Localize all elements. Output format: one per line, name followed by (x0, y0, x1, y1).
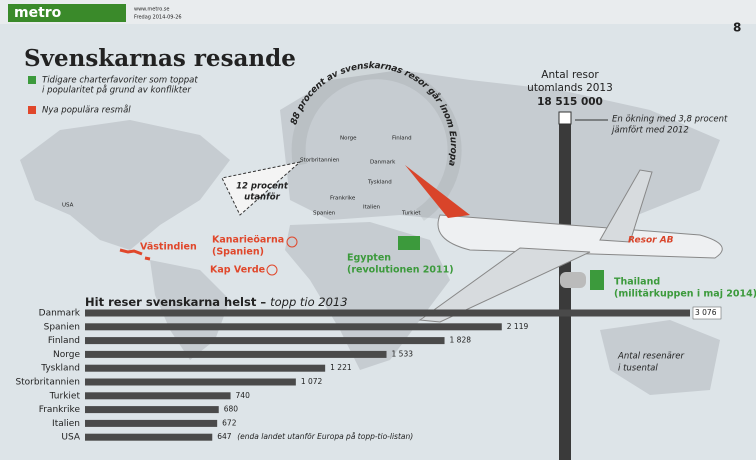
legend-swatch (28, 106, 36, 114)
country-label: Danmark (370, 160, 396, 166)
destination-label: Egypten (347, 253, 391, 264)
value-label: 1 533 (392, 349, 414, 358)
logo-box (8, 4, 126, 22)
destination-label: Thailand (614, 277, 660, 288)
country-label: Storbritannien (300, 158, 340, 164)
north-america (20, 120, 230, 250)
increase-note: En ökning med 3,8 procent (612, 115, 728, 125)
bar (85, 378, 296, 386)
outside-wedge (221, 161, 302, 216)
bar (85, 406, 219, 414)
chart-title-main: Hit reser svenskarna helst – (85, 295, 266, 309)
bar (85, 364, 326, 372)
category-label: Italien (52, 419, 80, 429)
category-label: Danmark (39, 309, 81, 319)
canary-marker (286, 236, 298, 248)
header-url: www.metro.se (134, 7, 170, 13)
destination-label: (Spanien) (212, 247, 264, 258)
value-label: 2 119 (507, 322, 529, 331)
africa (285, 222, 450, 370)
category-label: Spanien (44, 322, 80, 332)
category-label: Norge (53, 350, 80, 360)
unit-note: i tusental (618, 364, 658, 374)
bar (85, 309, 690, 317)
value-label: 3 076 (695, 308, 717, 317)
country-label: Norge (340, 136, 357, 142)
legend-label: i popularitet på grund av konflikter (42, 85, 191, 96)
engine (560, 272, 586, 288)
page-number: 8 (733, 21, 741, 35)
legend-swatch (28, 76, 36, 84)
category-label: Turkiet (49, 391, 81, 401)
value-label-box (692, 306, 722, 320)
total-label: utomlands 2013 (527, 82, 613, 94)
europe-ring (291, 65, 462, 221)
tail (405, 165, 470, 218)
outside-label: utanför (244, 193, 280, 203)
chart-annotation: (enda landet utanför Europa på topp-tio-… (237, 432, 413, 441)
wing (418, 247, 591, 323)
country-label: Frankrike (330, 196, 356, 202)
country-label: Italien (363, 205, 381, 211)
map (20, 70, 720, 395)
bar (85, 350, 387, 358)
bar (85, 337, 445, 345)
title: Svenskarnas resande (24, 45, 296, 72)
increase-note: jämfört med 2012 (611, 126, 689, 136)
category-label: Frankrike (39, 405, 81, 415)
category-label: Finland (48, 336, 80, 346)
airline-label: Resor AB (628, 236, 674, 246)
caribbean-area (119, 248, 151, 261)
egypt-area (398, 236, 420, 250)
outside-label: 12 procent (236, 182, 289, 192)
destination-label: (militärkuppen i maj 2014) (614, 289, 756, 300)
value-label: 1 221 (330, 363, 352, 372)
bar (85, 392, 231, 400)
country-label: Turkiet (401, 211, 421, 217)
legend-label: Tidigare charterfavoriter som toppat (42, 76, 198, 86)
airplane (405, 165, 723, 323)
value-label: 740 (236, 391, 251, 400)
destination-label: Västindien (140, 242, 197, 253)
total-value: 18 515 000 (537, 96, 603, 108)
destination-label: Kanarieöarna (212, 235, 284, 246)
value-label: 672 (222, 418, 237, 427)
wing-far (599, 169, 653, 243)
category-label: Storbritannien (15, 378, 80, 388)
country-label: USA (62, 203, 74, 209)
legend-label: Nya populära resmål (42, 105, 131, 116)
destination-label: Kap Verde (210, 265, 265, 276)
value-label: 1 828 (450, 336, 472, 345)
bar (85, 433, 213, 441)
country-label: Tyskland (367, 180, 392, 186)
bar (85, 323, 502, 331)
chart-subtitle: topp tio 2013 (270, 295, 347, 309)
unit-note: Antal resenärer (617, 352, 685, 362)
destination-label: (revolutionen 2011) (347, 265, 454, 276)
value-label: 647 (217, 432, 232, 441)
logo: metro (14, 5, 62, 21)
eurasia (280, 70, 720, 250)
chart-title: Hit reser svenskarna helst – topp tio 201… (85, 295, 348, 309)
country-label: Spanien (313, 211, 336, 217)
category-label: USA (61, 433, 80, 443)
category-label: Tyskland (40, 364, 80, 374)
australia (600, 320, 720, 395)
pole-top (558, 111, 572, 125)
thailand-area (590, 270, 604, 290)
total-label: Antal resor (541, 69, 599, 81)
value-label: 680 (224, 405, 239, 414)
bar (85, 419, 218, 427)
country-label: Finland (392, 136, 412, 142)
capeverde-marker (266, 264, 278, 276)
fuselage (437, 214, 723, 259)
value-label: 1 072 (301, 377, 323, 386)
header-date: Fredag 2014-09-26 (134, 15, 182, 21)
